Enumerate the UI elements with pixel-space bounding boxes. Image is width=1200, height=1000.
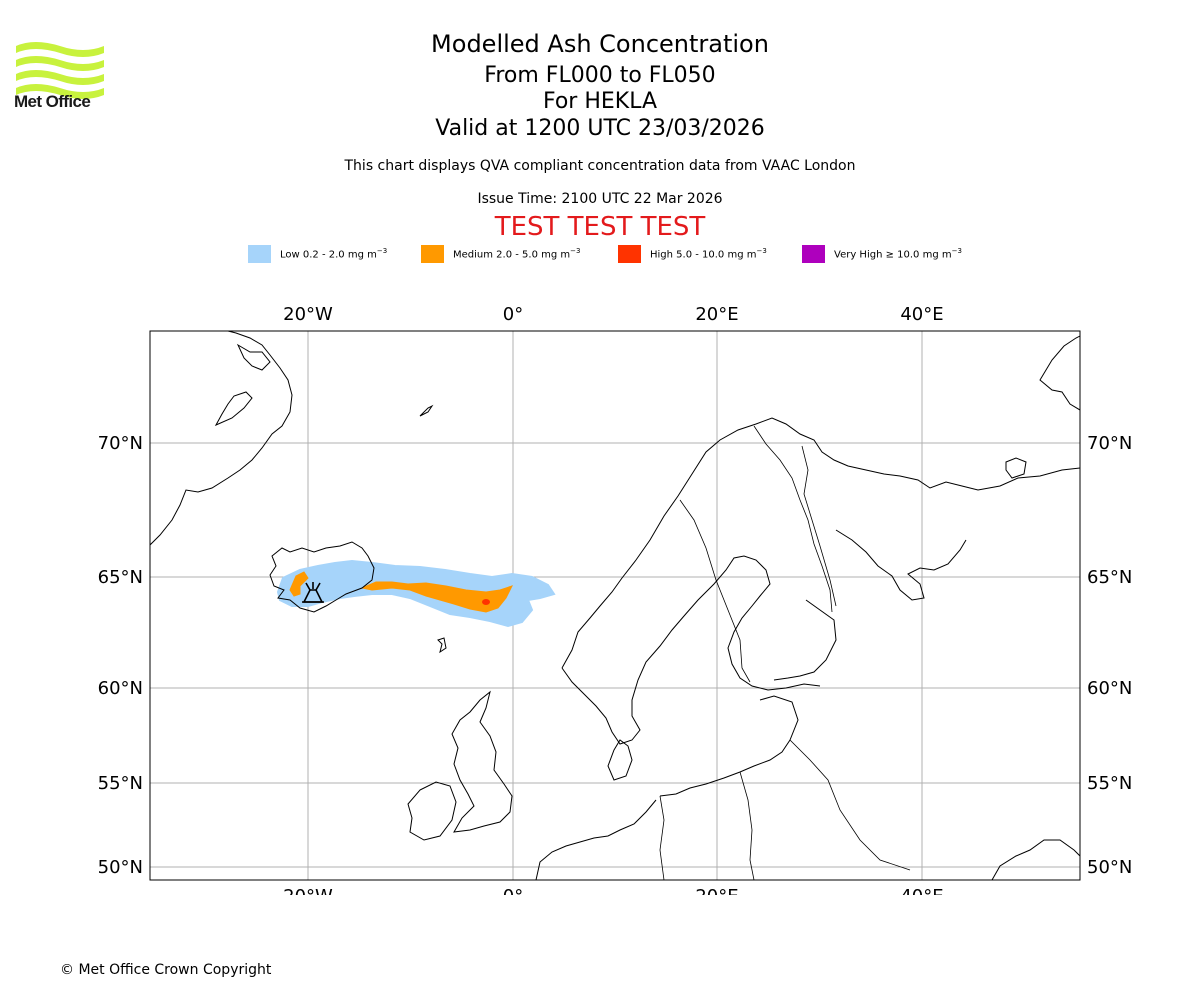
legend-label-high: High 5.0 - 10.0 mg m−3: [650, 247, 767, 261]
lat-ticks-right: 70°N 65°N 60°N 55°N 50°N: [1087, 433, 1132, 878]
border-poland-germany: [739, 771, 755, 880]
met-office-logo-icon: [16, 42, 104, 99]
lat-tick-left: 70°N: [98, 433, 143, 454]
ash-high: [482, 599, 490, 605]
novaya-zemlya: [1039, 335, 1080, 411]
ireland: [407, 781, 457, 841]
lon-tick-top: 0°: [503, 304, 523, 325]
lon-ticks-top: 20°W 0° 20°E 40°E: [283, 304, 943, 325]
legend-item-very-high: Very High ≥ 10.0 mg m−3: [802, 243, 962, 265]
scandinavia-north-coast: [561, 417, 1080, 669]
legend-swatch-very-high: [802, 245, 825, 263]
lon-tick-top: 20°W: [283, 304, 333, 325]
test-banner: TEST TEST TEST: [494, 212, 706, 242]
border-sweden-finland: [753, 425, 833, 613]
legend-label-medium: Medium 2.0 - 5.0 mg m−3: [453, 247, 581, 261]
jan-mayen: [419, 404, 434, 417]
great-britain: [451, 690, 513, 833]
legend-label-very-high: Very High ≥ 10.0 mg m−3: [834, 247, 962, 261]
lat-ticks-left: 70°N 65°N 60°N 55°N 50°N: [98, 433, 143, 878]
faroe-islands: [437, 637, 447, 654]
lat-tick-right: 65°N: [1087, 567, 1132, 588]
lat-tick-right: 55°N: [1087, 773, 1132, 794]
volcano-icon: [302, 582, 324, 603]
valid-time: Valid at 1200 UTC 23/03/2026: [435, 116, 765, 141]
legend-item-high: High 5.0 - 10.0 mg m−3: [618, 243, 767, 265]
lon-tick-bottom: 20°W: [283, 886, 333, 895]
lon-tick-bottom: 0°: [503, 886, 523, 895]
coastlines: [150, 331, 1080, 880]
border-finland-russia: [801, 445, 837, 607]
legend-item-low: Low 0.2 - 2.0 mg m−3: [248, 243, 387, 265]
lat-tick-left: 50°N: [98, 857, 143, 878]
map-frame: [149, 330, 1081, 881]
lon-ticks-bottom: 20°W 0° 20°E 40°E: [283, 886, 943, 895]
volcano-name: For HEKLA: [542, 89, 658, 114]
lake-east: [1005, 457, 1027, 479]
kola-white-sea: [835, 529, 967, 601]
lat-tick-right: 60°N: [1087, 678, 1132, 699]
lat-tick-left: 60°N: [98, 678, 143, 699]
border-norway-sweden: [679, 499, 751, 683]
lon-tick-top: 40°E: [900, 304, 943, 325]
black-sea-coast: [991, 839, 1080, 880]
lon-tick-bottom: 20°E: [695, 886, 738, 895]
border-east: [789, 739, 911, 871]
ash-medium: [289, 571, 513, 613]
border-germany-west: [659, 795, 665, 880]
gulf-of-finland: [773, 599, 837, 681]
legend-swatch-high: [618, 245, 641, 263]
legend-item-medium: Medium 2.0 - 5.0 mg m−3: [421, 243, 580, 265]
logo-text: Met Office: [14, 92, 91, 111]
legend-label-low: Low 0.2 - 2.0 mg m−3: [280, 247, 388, 261]
denmark: [607, 739, 633, 781]
lon-tick-bottom: 40°E: [900, 886, 943, 895]
legend-swatch-low: [248, 245, 271, 263]
chart-subtitle: This chart displays QVA compliant concen…: [344, 158, 856, 174]
greenland-coast: [150, 331, 293, 546]
lat-tick-right: 70°N: [1087, 433, 1132, 454]
copyright-notice: © Met Office Crown Copyright: [60, 962, 272, 978]
lat-tick-right: 50°N: [1087, 857, 1132, 878]
lon-tick-top: 20°E: [695, 304, 738, 325]
baltic-south-coast: [659, 695, 799, 797]
chart-title: Modelled Ash Concentration: [431, 30, 769, 58]
iceland: [269, 541, 375, 613]
ash-map: 20°W 0° 20°E 40°E 20°W 0° 20°E 40°E 70°N…: [98, 304, 1133, 895]
lat-tick-left: 55°N: [98, 773, 143, 794]
issue-time: Issue Time: 2100 UTC 22 Mar 2026: [477, 191, 723, 207]
flight-level-range: From FL000 to FL050: [484, 63, 716, 88]
legend-swatch-medium: [421, 245, 444, 263]
continent-north-coast: [535, 799, 657, 880]
concentration-legend: Low 0.2 - 2.0 mg m−3 Medium 2.0 - 5.0 mg…: [0, 243, 1200, 265]
lat-tick-left: 65°N: [98, 567, 143, 588]
